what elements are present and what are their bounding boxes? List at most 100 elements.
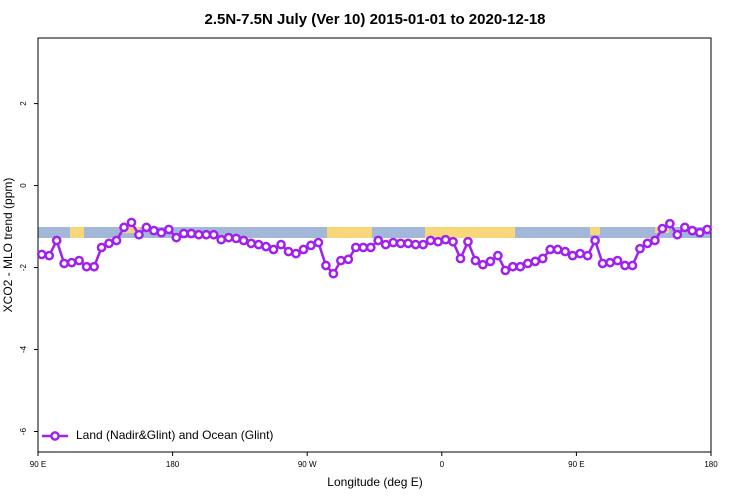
data-point <box>388 237 399 248</box>
data-point <box>507 261 518 272</box>
data-point <box>313 237 324 248</box>
data-point <box>164 224 174 235</box>
data-point <box>74 255 84 266</box>
data-point <box>223 232 234 243</box>
data-point <box>665 218 675 229</box>
data-point <box>111 235 122 246</box>
data-point <box>597 258 608 269</box>
data-point <box>627 260 638 271</box>
data-point <box>231 233 242 244</box>
data-point <box>515 261 526 272</box>
data-point <box>358 242 369 253</box>
plot-frame <box>37 37 712 453</box>
data-point <box>552 244 563 255</box>
ocean-band <box>38 227 711 238</box>
data-point <box>470 255 481 266</box>
data-point <box>321 260 331 271</box>
data-point <box>216 234 227 245</box>
data-point <box>283 246 294 257</box>
data-point <box>687 225 698 236</box>
data-point <box>134 229 144 240</box>
data-point <box>620 260 630 271</box>
data-point <box>522 258 533 269</box>
data-point <box>537 253 548 264</box>
data-point <box>89 261 99 272</box>
x-tick-label: 180 <box>704 460 718 469</box>
data-point <box>403 238 413 249</box>
x-tick-label: 90 W <box>298 460 317 469</box>
data-point <box>298 244 309 255</box>
data-point <box>59 258 70 269</box>
data-point <box>530 256 541 267</box>
data-point <box>141 222 152 233</box>
data-point <box>373 235 384 246</box>
data-point <box>418 239 428 250</box>
x-axis-label: Longitude (deg E) <box>327 475 422 489</box>
data-point <box>380 239 391 250</box>
data-point <box>395 238 406 249</box>
data-point <box>560 246 571 257</box>
data-point <box>463 236 473 247</box>
y-tick-label: -6 <box>19 427 28 435</box>
data-point <box>291 248 301 259</box>
data-point <box>253 239 264 250</box>
land-patch <box>70 227 84 238</box>
x-tick-label: 90 E <box>30 460 46 469</box>
data-point <box>575 248 585 259</box>
data-point <box>149 225 159 236</box>
data-point <box>171 232 182 243</box>
data-point <box>545 244 556 255</box>
data-point <box>119 222 129 233</box>
data-point <box>448 236 458 247</box>
data-point <box>36 249 47 260</box>
data-point <box>493 250 503 261</box>
data-point <box>208 229 219 240</box>
data-point <box>642 238 653 249</box>
data-point <box>276 239 286 250</box>
data-point <box>336 255 346 266</box>
data-point <box>96 242 107 253</box>
data-point <box>657 223 668 234</box>
y-tick-label: 0 <box>19 183 28 188</box>
data-point <box>104 238 114 249</box>
data-point <box>425 235 436 246</box>
land-patch <box>327 227 372 238</box>
data-point <box>156 227 167 238</box>
data-point <box>635 243 645 254</box>
data-point <box>590 235 600 246</box>
data-point <box>478 259 488 270</box>
data-point <box>81 261 92 272</box>
y-tick-label: -4 <box>19 345 28 353</box>
data-point <box>410 239 421 250</box>
legend-marker <box>50 431 60 441</box>
data-point <box>201 229 212 240</box>
data-point <box>238 235 249 246</box>
data-point <box>500 265 511 276</box>
data-point <box>350 242 361 253</box>
land-patch <box>425 227 515 238</box>
data-point <box>440 234 451 245</box>
data-point <box>567 250 578 261</box>
data-point <box>612 255 623 266</box>
data-point <box>679 222 690 233</box>
data-point <box>66 257 77 268</box>
data-point <box>650 235 660 246</box>
x-tick-label: 90 E <box>568 460 584 469</box>
data-point <box>246 238 256 249</box>
land-patch <box>590 227 600 235</box>
data-point <box>605 257 615 268</box>
data-point <box>702 224 713 235</box>
data-point <box>694 227 705 238</box>
data-point <box>365 242 376 253</box>
data-point <box>672 229 683 240</box>
data-point <box>433 236 443 247</box>
data-point <box>343 254 354 265</box>
data-point <box>186 228 197 239</box>
x-tick-label: 180 <box>166 460 180 469</box>
legend-label: Land (Nadir&Glint) and Ocean (Glint) <box>76 428 273 442</box>
chart-title: 2.5N-7.5N July (Ver 10) 2015-01-01 to 20… <box>204 11 545 28</box>
data-point <box>485 256 496 267</box>
data-point <box>582 250 593 261</box>
data-point <box>193 229 204 240</box>
